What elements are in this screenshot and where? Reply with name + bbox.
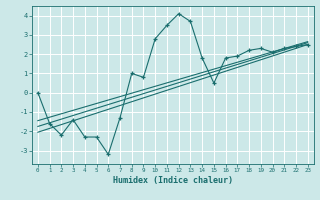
X-axis label: Humidex (Indice chaleur): Humidex (Indice chaleur) [113,176,233,185]
